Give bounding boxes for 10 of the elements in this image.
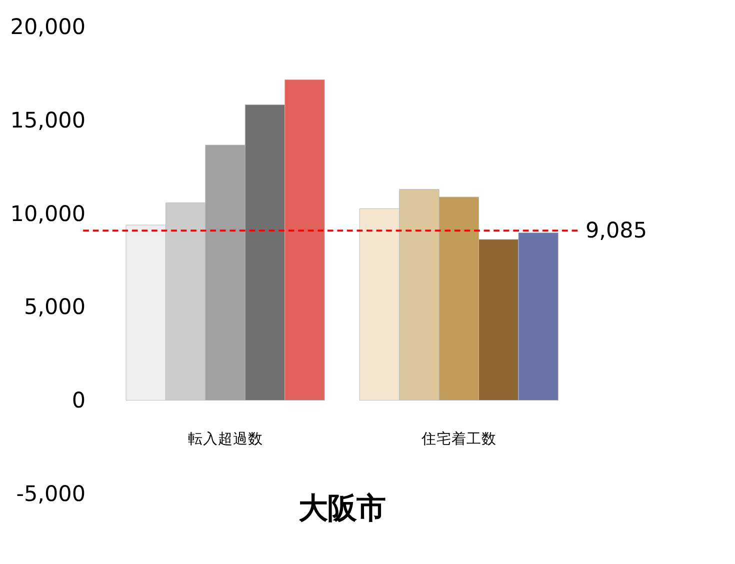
y-tick-label: 15,000 xyxy=(10,108,86,134)
text: 大阪市 xyxy=(298,491,386,526)
ref-line-label: 9,085 xyxy=(585,218,648,244)
y-tick-label: 5,000 xyxy=(24,295,86,320)
y-tick-label: 10,000 xyxy=(10,202,86,227)
x-tick-label: 住宅着工数 xyxy=(420,430,496,448)
y-tick-label: -5,000 xyxy=(16,482,86,508)
y-tick-label: 20,000 xyxy=(10,14,86,40)
x-tick-label: 転入超過数 xyxy=(188,430,263,448)
y-tick-label: 0 xyxy=(72,388,86,414)
